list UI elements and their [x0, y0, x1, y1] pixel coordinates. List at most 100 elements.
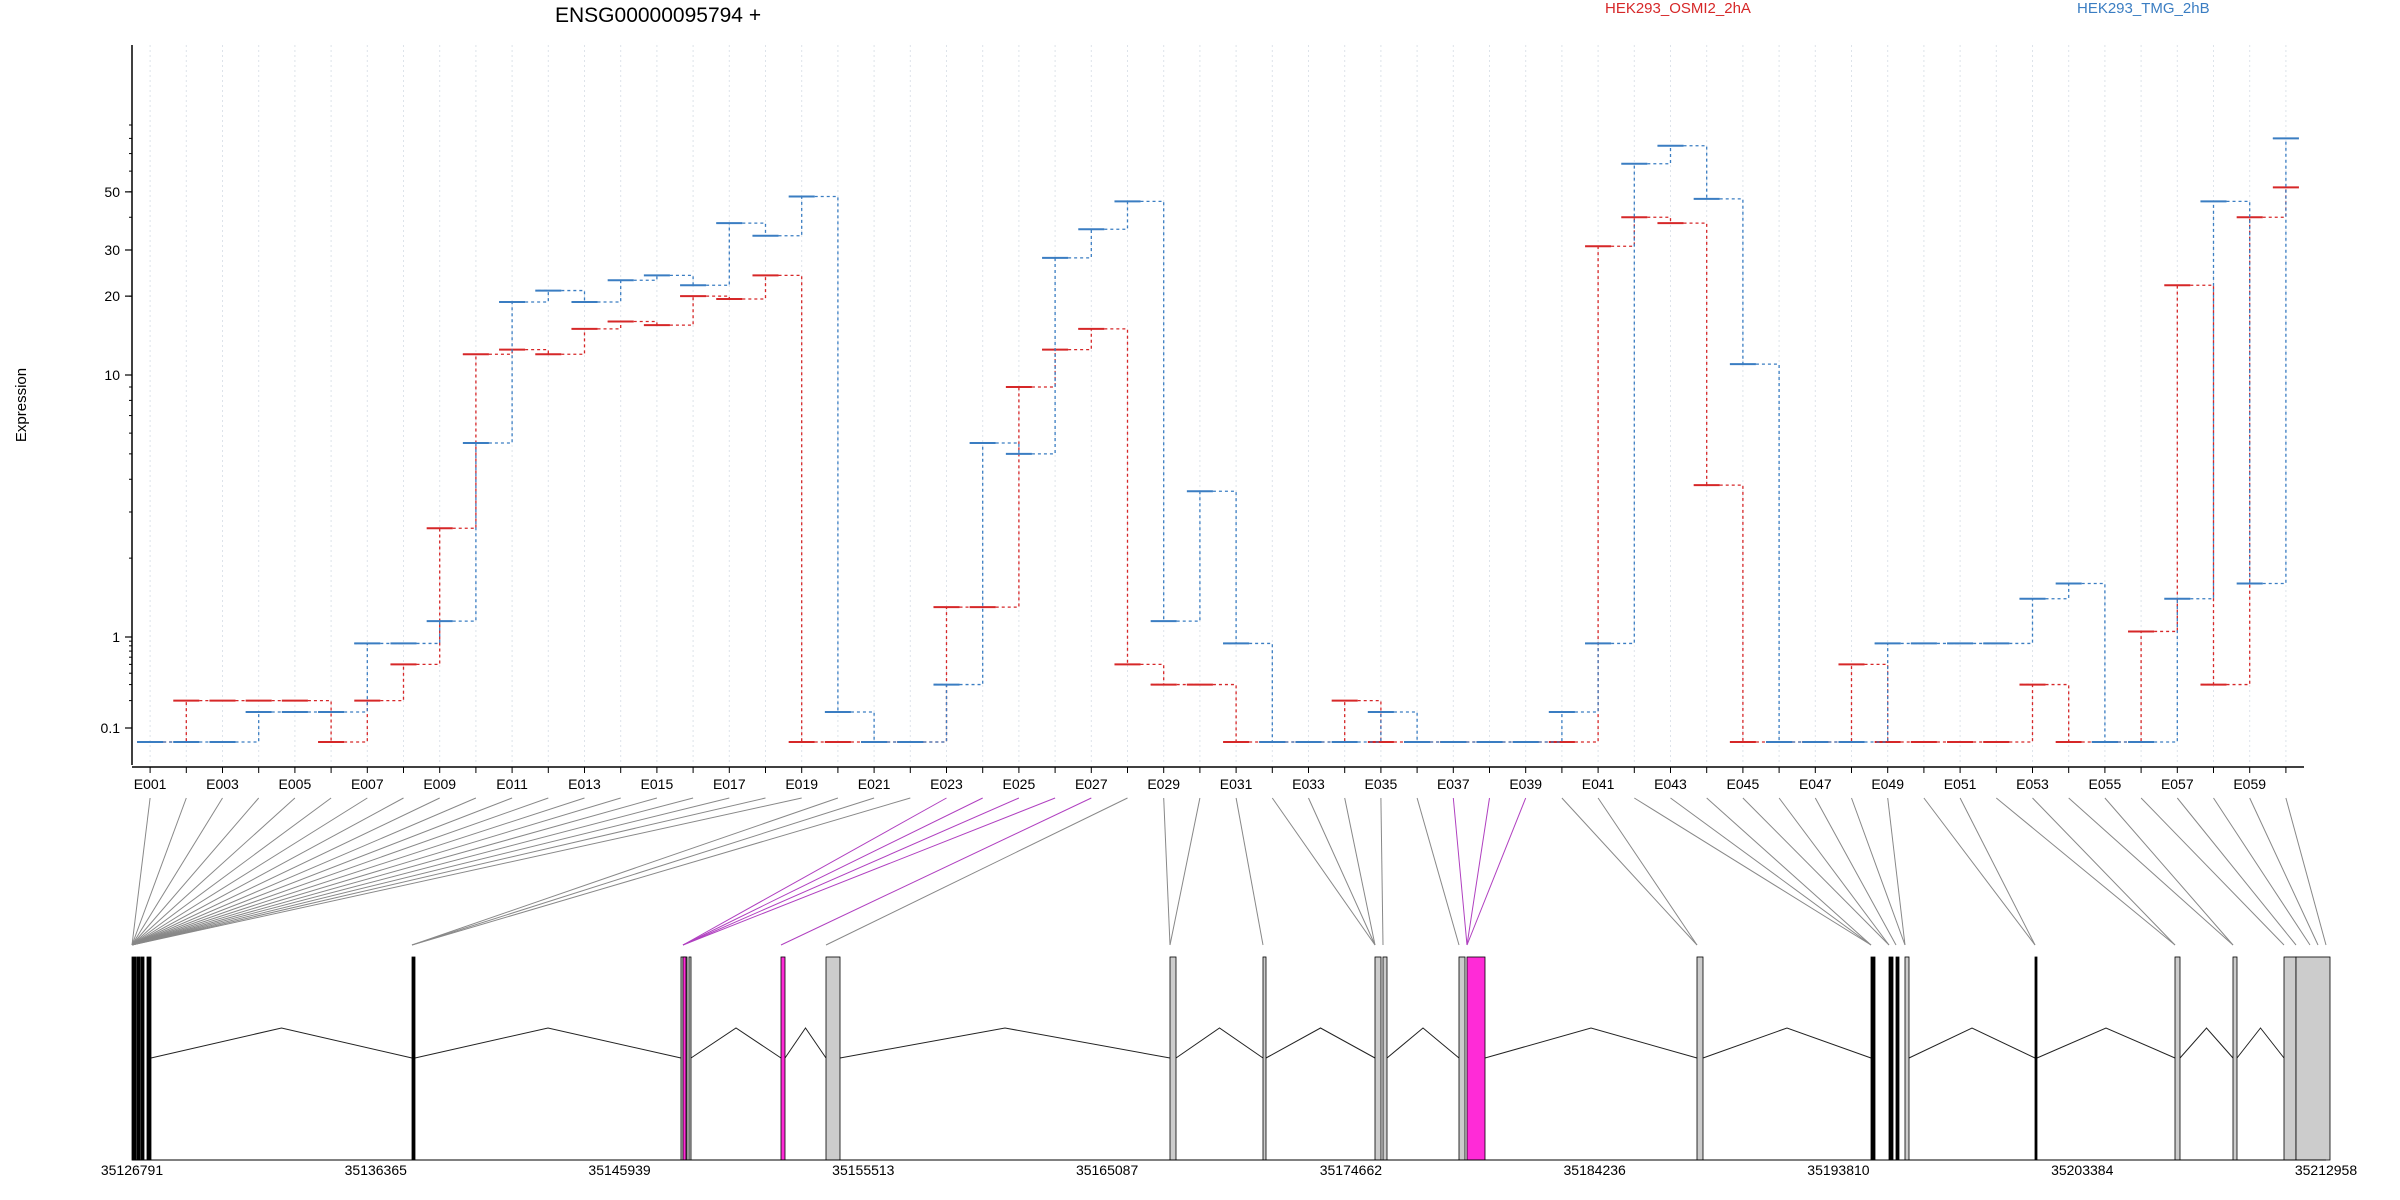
series-1-connector	[307, 699, 332, 743]
exon-label: E011	[496, 776, 528, 792]
intron-line	[784, 1027, 827, 1059]
series-1-connector	[633, 320, 658, 326]
exon-connector-line	[131, 797, 802, 946]
exon-connector-line	[1466, 797, 1490, 946]
exon-label: E031	[1220, 776, 1253, 792]
series-2-connector	[669, 274, 694, 286]
coord-tick-label: 35136365	[345, 1162, 408, 1178]
series-2-connector	[1249, 642, 1273, 743]
intron-line	[1265, 1027, 1376, 1059]
exon-connector-line	[1923, 797, 2036, 946]
series-2-connector	[1393, 711, 1418, 743]
exon-label: E047	[1799, 776, 1832, 792]
exon-label: E057	[2161, 776, 2194, 792]
exon-block	[1458, 956, 1466, 1161]
exon-connector-line	[131, 797, 332, 946]
series-2-connector	[1683, 145, 1708, 200]
series-1-connector	[163, 699, 187, 743]
intron-line	[1386, 1027, 1460, 1059]
intron-line	[1175, 1027, 1264, 1059]
coord-tick-label: 35203384	[2051, 1162, 2114, 1178]
series-2-connector	[706, 222, 730, 286]
exon-connector-line	[1814, 797, 1897, 946]
exon-connector-line	[1235, 797, 1264, 946]
series-1-connector	[2262, 186, 2287, 218]
series-1-connector	[1031, 348, 1056, 388]
exon-connector-line	[131, 797, 151, 946]
exon-label: E053	[2016, 776, 2049, 792]
series-1-connector	[1683, 222, 1708, 486]
series-1-connector	[778, 274, 803, 743]
exon-connector-line	[1597, 797, 1698, 946]
exon-connector-line	[1169, 797, 1201, 946]
exon-block	[1696, 956, 1704, 1161]
exon-block	[780, 956, 786, 1161]
series-2-connector	[1068, 228, 1092, 259]
series-1-connector	[380, 663, 405, 702]
exon-label: E035	[1365, 776, 1398, 792]
exon-block	[1169, 956, 1177, 1161]
exon-connector-line	[1163, 797, 1171, 946]
exon-block	[2174, 956, 2181, 1161]
series-1-connector	[2190, 284, 2215, 686]
exon-connector-line	[131, 797, 260, 946]
exon-block	[140, 956, 145, 1161]
series-2-connector	[2081, 582, 2106, 743]
exon-label: E043	[1654, 776, 1687, 792]
exon-connector-line	[411, 797, 839, 946]
exon-connector-line	[131, 797, 730, 946]
exon-block	[146, 956, 152, 1161]
intron-line	[690, 1027, 782, 1059]
series-1-connector	[597, 320, 622, 330]
series-1-connector	[416, 527, 441, 666]
chart-title: ENSG00000095794 +	[555, 4, 761, 27]
exon-connector-line	[2068, 797, 2234, 946]
series-2-connector	[525, 289, 549, 303]
grid-lines	[149, 45, 2287, 765]
exon-block	[1262, 956, 1267, 1161]
exon-connector-line	[1634, 797, 1872, 946]
series-1-connector	[1140, 663, 1165, 686]
exon-label: E059	[2233, 776, 2266, 792]
series-1-connector	[1068, 328, 1092, 351]
coord-tick-label: 35212958	[2295, 1162, 2358, 1178]
series-1-connector	[1719, 484, 1744, 743]
series-2-connector	[1719, 198, 1744, 365]
exon-connector-line	[2140, 797, 2285, 946]
series-2-connector	[1212, 490, 1237, 645]
series-2-connector	[344, 642, 368, 713]
series-2-connector	[1538, 711, 1563, 743]
exon-connectors	[131, 797, 2327, 946]
exon-connector-line	[1452, 797, 1468, 946]
exon-label: E037	[1437, 776, 1470, 792]
exon-block	[1870, 956, 1876, 1161]
series-1-connector	[995, 386, 1020, 608]
intron-line	[414, 1027, 682, 1059]
exon-block	[825, 956, 841, 1161]
exon-connector-line	[131, 797, 404, 946]
exon-connector-line	[780, 797, 1092, 946]
exon-label: E033	[1292, 776, 1325, 792]
exon-block	[1382, 956, 1388, 1161]
series-2-connector	[1611, 163, 1635, 645]
exon-connector-line	[1995, 797, 2176, 946]
exon-connector-line	[1466, 797, 1527, 946]
exon-connector-line	[131, 797, 585, 946]
series-1-connector	[1574, 245, 1599, 743]
exon-label: E049	[1871, 776, 1904, 792]
exon-connector-line	[682, 797, 983, 946]
exon-connector-line	[2176, 797, 2297, 946]
series-2-connector	[633, 274, 658, 281]
y-tick-label: 20	[104, 288, 120, 304]
series-1-connector	[561, 328, 586, 355]
exon-label: E021	[858, 776, 891, 792]
exon-connector-line	[682, 797, 1020, 946]
exon-block	[411, 956, 416, 1161]
intron-line	[2036, 1027, 2176, 1059]
exon-label: E019	[785, 776, 818, 792]
exon-connector-line	[131, 797, 766, 946]
series-2-connector	[597, 279, 622, 303]
exon-block	[682, 956, 687, 1161]
series-1-connector	[452, 353, 477, 529]
exon-label: E005	[279, 776, 312, 792]
